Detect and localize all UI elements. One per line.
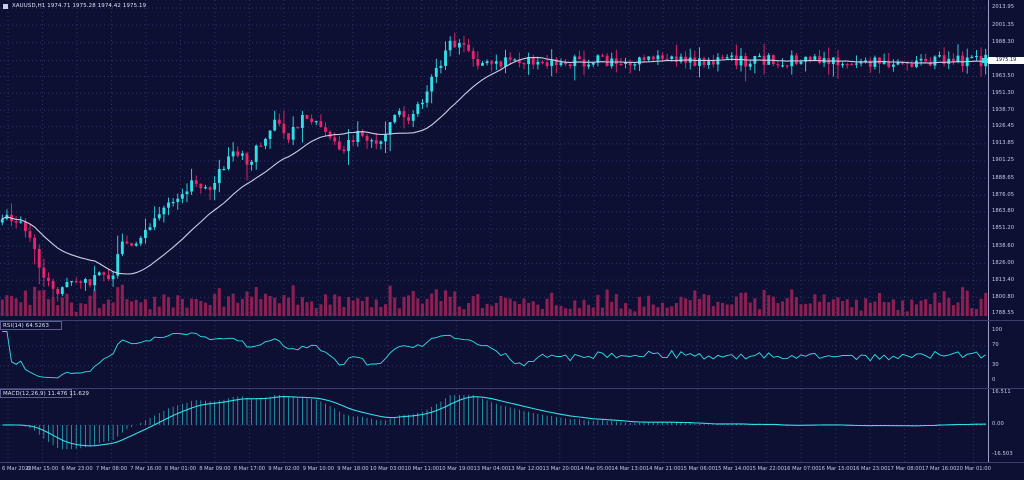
time-axis-label: 15 Mar 06:00 [680,466,716,472]
price-axis-label: 1800.80 [992,293,1015,300]
time-axis-label: 15 Mar 14:00 [714,466,750,472]
time-axis-label: 9 Mar 02:00 [268,466,300,472]
time-axis-label: 8 Mar 01:00 [164,466,197,472]
price-axis-label: 1863.80 [992,208,1015,215]
current-price-arrow [982,58,988,64]
macd-axis-label: 0.00 [992,421,1004,428]
macd-axis-label: 16.511 [992,389,1011,396]
rsi-header: RSI(14) 64.5263 [3,323,50,329]
time-axis-label: 8 Mar 17:00 [233,466,266,472]
rsi-axis-label: 0 [992,377,996,384]
price-axis-label: 1951.30 [992,89,1015,96]
time-axis-label: 14 Mar 05:00 [576,466,612,472]
price-axis-label: 1926.45 [992,123,1015,130]
time-axis-label: 13 Mar 04:00 [473,466,509,472]
price-axis-label: 1876.05 [992,191,1015,198]
rsi-plot-area[interactable] [0,321,988,388]
time-axis-label: 17 Mar 08:00 [887,466,922,472]
time-axis-label: 16 Mar 15:00 [818,466,853,472]
time-axis-label: 13 Mar 20:00 [542,466,578,472]
time-axis-label: 6 Mar 2023 [2,466,32,472]
time-axis-label: 10 Mar 11:00 [404,466,440,472]
symbol-header: XAUUSD,H1 1974.71 1975.28 1974.42 1975.1… [12,3,147,9]
time-axis-label: 7 Mar 16:00 [130,466,162,472]
rsi-axis-label: 30 [992,362,999,369]
macd-header: MACD(12,26,9) 11.476 11.629 [3,391,90,397]
price-axis-label: 1988.30 [992,39,1015,46]
price-axis-label: 1888.65 [992,174,1015,181]
price-axis-label: 1901.25 [992,157,1015,164]
macd-axis-label: -16.503 [992,451,1013,458]
price-axis-label: 1838.60 [992,242,1015,249]
time-axis-label: 16 Mar 07:00 [783,466,819,472]
price-axis-label: 1963.50 [992,72,1015,79]
time-axis[interactable]: 6 Mar 2023 6 Mar 15:00 6 Mar 23:00 7 Mar 08… [0,462,1024,480]
price-axis-label: 1913.85 [992,140,1015,147]
price-axis-label: 1788.55 [992,310,1015,317]
time-axis-label: 20 Mar 01:00 [956,466,991,472]
time-axis-label: 14 Mar 21:00 [645,466,681,472]
macd-plot-area[interactable] [0,389,988,462]
rsi-axis[interactable]: 100 70 30 0 [988,321,1024,388]
price-panel[interactable]: 2013.95 2001.35 1988.30 1975.19 1963.50 1951.… [0,0,1024,320]
rsi-panel[interactable]: 100 70 30 0 [0,320,1024,388]
rsi-header-box [0,321,62,330]
current-price-label: 1975.19 [988,57,1024,65]
time-axis-label: 9 Mar 10:00 [302,466,335,472]
macd-axis[interactable]: 16.511 0.00 -16.503 [988,389,1024,462]
time-axis-label: 9 Mar 18:00 [337,466,369,472]
time-axis-label: 14 Mar 13:00 [611,466,647,472]
macd-panel[interactable]: 16.511 0.00 -16.503 [0,388,1024,462]
time-axis-label: 10 Mar 19:00 [438,466,474,472]
price-axis-label: 2001.35 [992,21,1015,28]
time-axis-label: 15 Mar 22:00 [749,466,785,472]
price-axis[interactable]: 2013.95 2001.35 1988.30 1975.19 1963.50 1951.… [988,0,1024,320]
time-axis-label: 6 Mar 23:00 [61,466,93,472]
price-axis-label: 2013.95 [992,4,1015,11]
time-axis-label: 10 Mar 03:00 [369,466,405,472]
time-axis-label: 7 Mar 08:00 [95,466,128,472]
price-axis-label: 1826.00 [992,259,1015,266]
time-axis-label: 8 Mar 09:00 [199,466,231,472]
symbol-marker-icon [3,4,8,9]
rsi-axis-label: 70 [992,342,999,349]
price-axis-label: 1813.40 [992,276,1015,283]
price-plot-area[interactable] [0,0,988,320]
price-axis-label: 1851.20 [992,225,1015,232]
macd-header-box [0,389,72,398]
time-axis-label: 6 Mar 15:00 [26,466,59,472]
rsi-axis-label: 100 [992,327,1003,334]
time-axis-label: 16 Mar 23:00 [852,466,888,472]
price-axis-label: 1938.70 [992,106,1015,113]
time-axis-label: 17 Mar 16:00 [921,466,957,472]
time-axis-label: 13 Mar 12:00 [507,466,543,472]
